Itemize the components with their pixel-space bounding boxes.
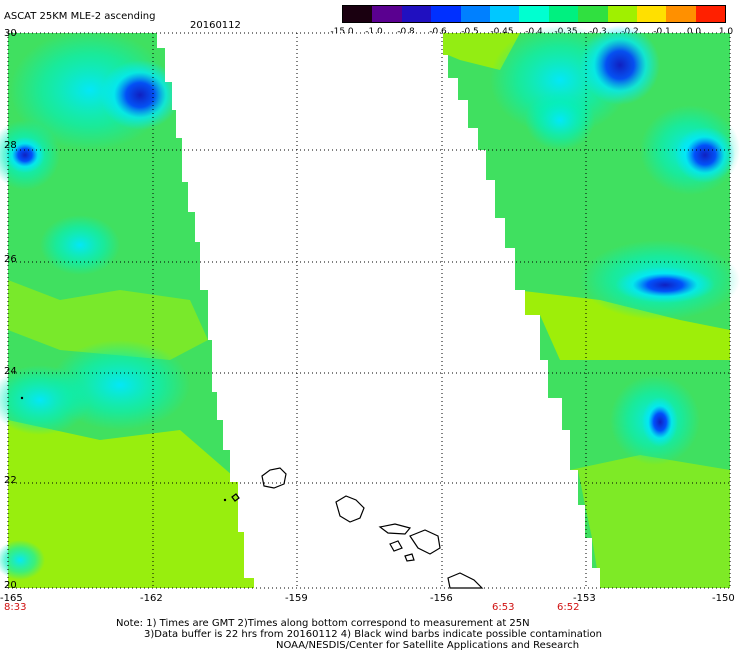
chart-title: ASCAT 25KM MLE-2 ascending — [4, 11, 156, 22]
lime-region-right-south — [570, 455, 730, 588]
lon-label-153: -153 — [573, 593, 596, 604]
time-label-653: 6:53 — [492, 602, 515, 613]
blue-feature-right-28n — [675, 127, 735, 183]
niihau-coastline — [231, 493, 240, 502]
no-data-gap — [157, 33, 600, 588]
footer-note-1: Note: 1) Times are GMT 2)Times along bot… — [116, 618, 530, 629]
color-scale-tick: 0.0 — [686, 27, 702, 37]
big-island-coastline — [447, 572, 484, 589]
footer-credit: NOAA/NESDIS/Center for Satellite Applica… — [276, 640, 580, 651]
kahoolawe-coastline — [404, 553, 415, 562]
color-scale-tick: -0.5 — [461, 27, 479, 37]
color-scale-tick: -0.1 — [653, 27, 671, 37]
cyan-feature-left-23n — [0, 365, 90, 435]
color-scale-swatch — [519, 6, 549, 22]
chart-date: 20160112 — [190, 20, 241, 31]
color-scale-swatch — [372, 6, 402, 22]
color-scale-tick: -15.0 — [330, 27, 354, 37]
lon-label-150: -150 — [712, 593, 735, 604]
lime-region-right-mid — [515, 290, 730, 360]
footer-note-2: 3)Data buffer is 22 hrs from 20160112 4)… — [144, 629, 602, 640]
color-scale-tick: -0.8 — [397, 27, 415, 37]
cyan-feature-left-20n — [0, 540, 45, 580]
cyan-feature-right-29n — [525, 90, 595, 150]
cyan-feature-left-26n — [40, 215, 120, 275]
blue-feature-left-north — [100, 60, 180, 130]
color-scale-tick: -0.6 — [429, 27, 447, 37]
lat-label-28: 28 — [4, 140, 17, 151]
color-scale-swatch — [548, 6, 579, 22]
color-scale-tick: -0.45 — [490, 27, 514, 37]
maui-coastline — [409, 529, 441, 555]
blue-feature-right-26n — [615, 267, 715, 303]
kauai-coastline — [261, 467, 287, 489]
blue-feature-right-23n — [642, 397, 678, 447]
color-scale-bar — [342, 5, 726, 23]
lat-label-22: 22 — [4, 475, 17, 486]
color-scale-swatch — [460, 6, 490, 22]
color-scale-swatch — [489, 6, 520, 22]
lon-label-159: -159 — [285, 593, 308, 604]
color-scale-swatch — [578, 6, 608, 22]
lon-label-156: -156 — [430, 593, 453, 604]
color-scale-tick: -1.0 — [365, 27, 383, 37]
color-scale-swatch — [666, 6, 696, 22]
color-scale-swatch — [695, 6, 726, 22]
time-label-833: 8:33 — [4, 602, 27, 613]
time-label-652: 6:52 — [557, 602, 580, 613]
oahu-coastline — [335, 495, 365, 523]
lanai-coastline — [389, 540, 403, 552]
lon-label-165: -165 — [0, 593, 23, 604]
lat-label-30: 30 — [4, 28, 17, 39]
blue-feature-right-north — [580, 25, 660, 105]
color-scale-swatch — [401, 6, 432, 22]
lat-label-24: 24 — [4, 366, 17, 377]
color-scale-tick: 1.0 — [718, 27, 734, 37]
color-scale-swatch — [431, 6, 461, 22]
lon-label-162: -162 — [140, 593, 163, 604]
color-scale-swatch — [343, 6, 373, 22]
lat-label-20: 20 — [4, 580, 17, 591]
blue-feature-left-28n — [5, 137, 45, 173]
wind-barb-mark — [20, 396, 24, 400]
molokai-coastline — [378, 523, 412, 535]
wind-barb-mark — [223, 498, 227, 502]
color-scale-swatch — [607, 6, 637, 22]
lime-region-left-mid — [8, 280, 208, 360]
color-scale-swatch — [636, 6, 667, 22]
lime-region-left-south — [8, 420, 254, 588]
lat-label-26: 26 — [4, 254, 17, 265]
